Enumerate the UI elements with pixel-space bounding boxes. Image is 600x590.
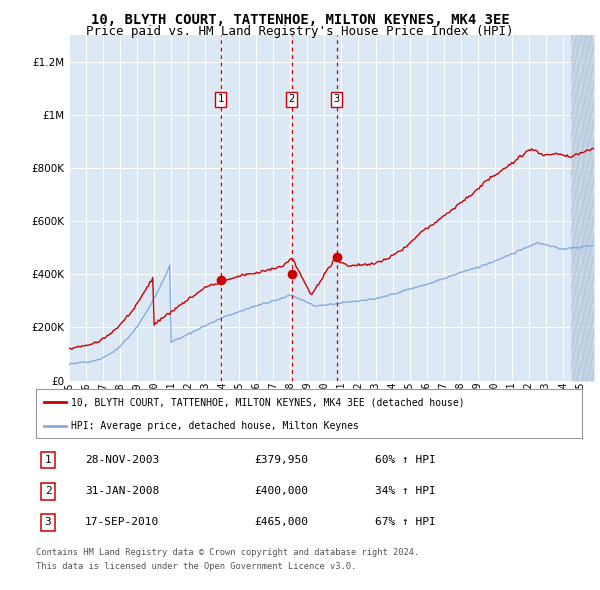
- Text: 60% ↑ HPI: 60% ↑ HPI: [374, 455, 435, 465]
- Text: 10, BLYTH COURT, TATTENHOE, MILTON KEYNES, MK4 3EE: 10, BLYTH COURT, TATTENHOE, MILTON KEYNE…: [91, 13, 509, 27]
- Text: 1: 1: [44, 455, 52, 465]
- Text: 10, BLYTH COURT, TATTENHOE, MILTON KEYNES, MK4 3EE (detached house): 10, BLYTH COURT, TATTENHOE, MILTON KEYNE…: [71, 398, 465, 408]
- Text: 1: 1: [218, 94, 224, 104]
- Text: 31-JAN-2008: 31-JAN-2008: [85, 486, 160, 496]
- Text: HPI: Average price, detached house, Milton Keynes: HPI: Average price, detached house, Milt…: [71, 421, 359, 431]
- Text: This data is licensed under the Open Government Licence v3.0.: This data is licensed under the Open Gov…: [36, 562, 356, 571]
- Text: 17-SEP-2010: 17-SEP-2010: [85, 517, 160, 527]
- Text: £400,000: £400,000: [254, 486, 308, 496]
- Text: 28-NOV-2003: 28-NOV-2003: [85, 455, 160, 465]
- Text: Contains HM Land Registry data © Crown copyright and database right 2024.: Contains HM Land Registry data © Crown c…: [36, 548, 419, 556]
- Text: 3: 3: [44, 517, 52, 527]
- Text: 3: 3: [334, 94, 340, 104]
- Text: £465,000: £465,000: [254, 517, 308, 527]
- Text: 2: 2: [44, 486, 52, 496]
- Text: £379,950: £379,950: [254, 455, 308, 465]
- Text: 67% ↑ HPI: 67% ↑ HPI: [374, 517, 435, 527]
- Text: 34% ↑ HPI: 34% ↑ HPI: [374, 486, 435, 496]
- Text: 2: 2: [289, 94, 295, 104]
- Text: Price paid vs. HM Land Registry's House Price Index (HPI): Price paid vs. HM Land Registry's House …: [86, 25, 514, 38]
